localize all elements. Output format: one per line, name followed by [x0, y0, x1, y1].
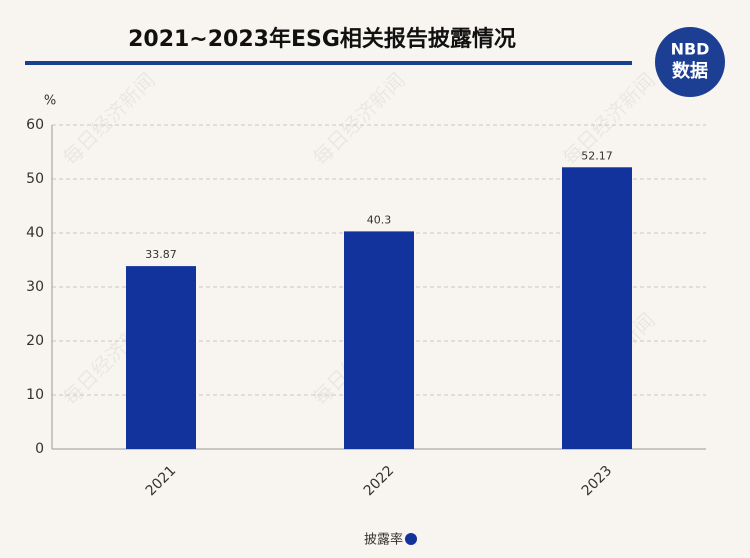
logo: NBD 数据 [655, 27, 725, 97]
title-rule [25, 61, 632, 65]
y-tick-label: 30 [26, 279, 44, 295]
y-tick-label: 50 [26, 171, 44, 187]
y-axis-unit: % [44, 94, 56, 109]
y-tick-label: 60 [26, 117, 44, 133]
logo-sub: 数据 [672, 60, 708, 82]
bar [344, 231, 414, 449]
bar [126, 266, 196, 449]
y-tick-label: 0 [35, 441, 44, 457]
y-tick-label: 10 [26, 387, 44, 403]
value-label: 52.17 [581, 149, 613, 162]
value-label: 33.87 [145, 248, 177, 261]
logo-brand: NBD [671, 40, 710, 59]
bar [562, 167, 632, 450]
y-tick-label: 20 [26, 333, 44, 349]
logo-badge [655, 27, 725, 97]
legend-label: 披露率 [364, 532, 403, 548]
chart-title: 2021~2023年ESG相关报告披露情况 [128, 26, 516, 52]
legend-marker [405, 533, 417, 545]
y-tick-label: 40 [26, 225, 44, 241]
value-label: 40.3 [367, 213, 392, 226]
